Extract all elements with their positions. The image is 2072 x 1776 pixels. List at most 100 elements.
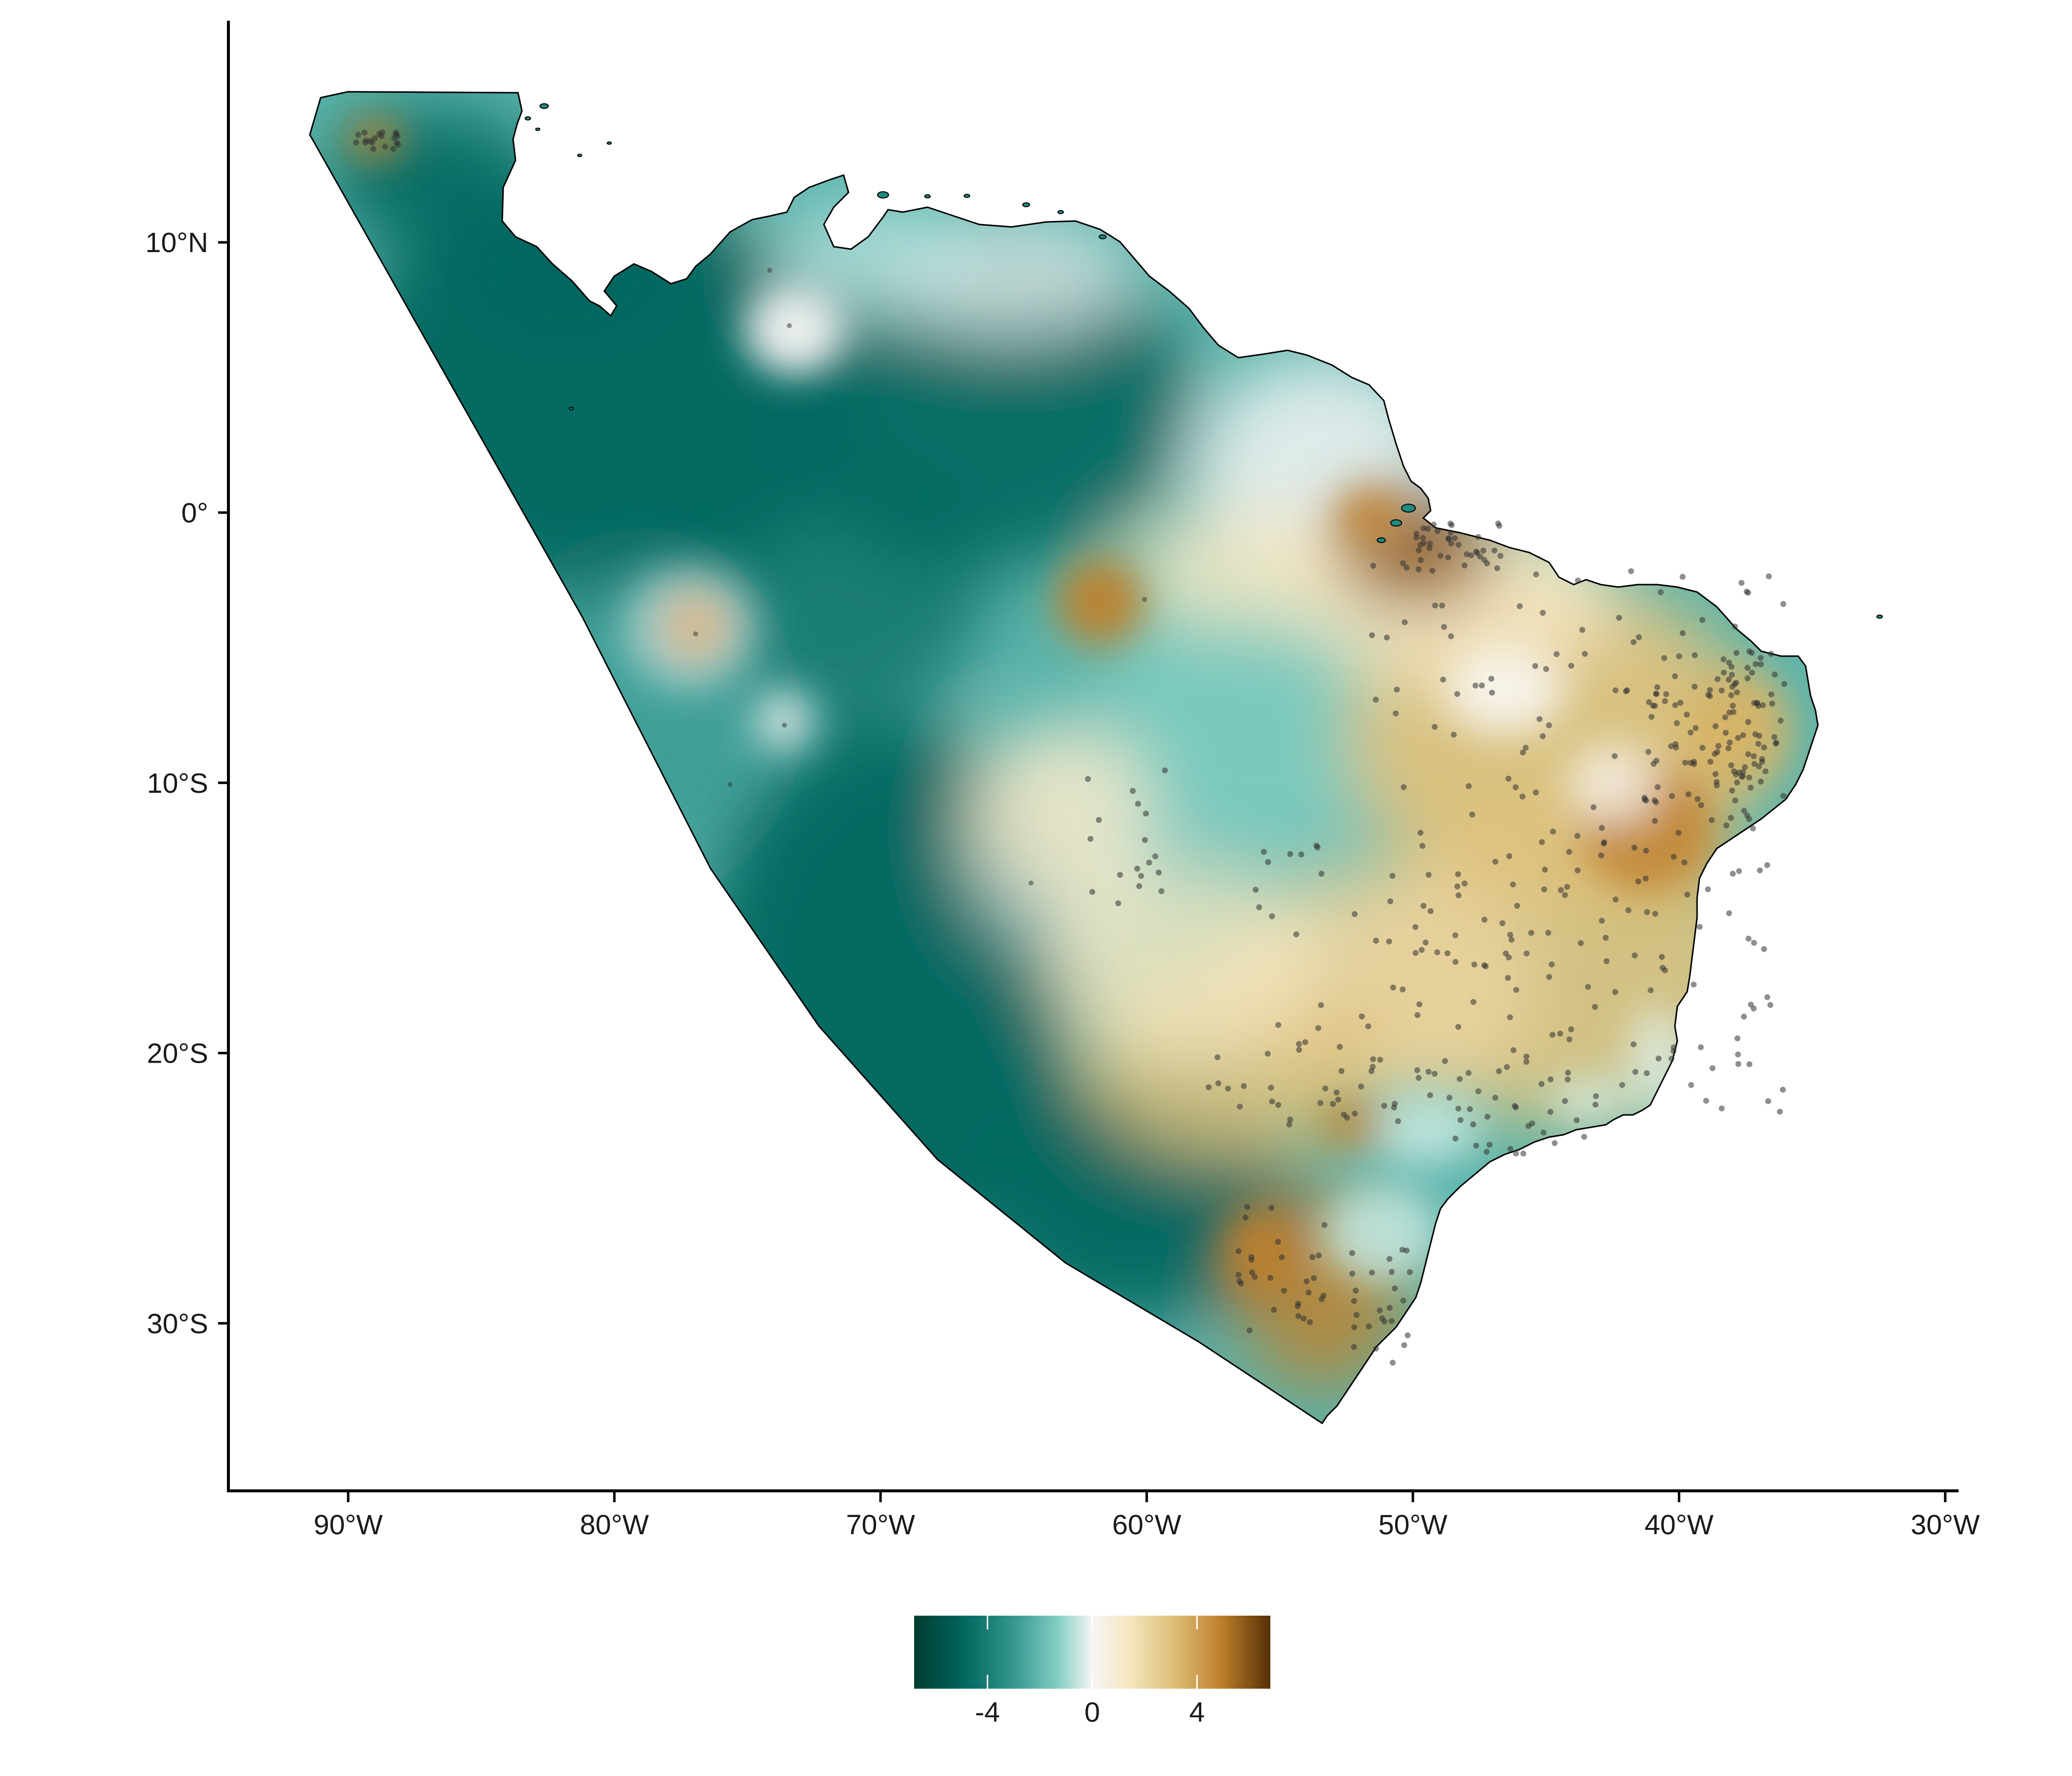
x-tick-label: 40°W [1644, 1509, 1713, 1541]
station-point [1491, 547, 1498, 554]
station-point [1448, 540, 1454, 547]
colorbar-ticks: -4 0 4 [975, 1616, 1205, 1728]
station-point [1400, 560, 1406, 566]
field-blob [1445, 646, 1564, 735]
station-point [1143, 811, 1149, 817]
station-point [1085, 776, 1091, 782]
field-blob [1549, 1075, 1628, 1125]
station-point [1751, 761, 1758, 767]
station-point [393, 131, 399, 137]
field-blob [1223, 1209, 1302, 1297]
station-point [1612, 753, 1618, 759]
station-point [1404, 564, 1410, 571]
x-tick-label: 90°W [314, 1509, 383, 1541]
station-point [1740, 769, 1746, 775]
station-point [1659, 954, 1665, 960]
station-point [1557, 1031, 1563, 1037]
station-point [1635, 878, 1641, 885]
station-point [1599, 918, 1605, 924]
station-point [1645, 749, 1652, 755]
station-point [1369, 1064, 1376, 1070]
station-point [1504, 1064, 1510, 1070]
y-axis-ticks: 10°N 0° 10°S 20°S 30°S [146, 227, 228, 1339]
station-point [787, 323, 792, 328]
station-point [1260, 849, 1267, 855]
station-point [1376, 1307, 1383, 1314]
station-point [1298, 851, 1304, 857]
station-point [1734, 689, 1740, 696]
station-point [1333, 1089, 1340, 1096]
station-point [1269, 1098, 1275, 1105]
station-point [1381, 1103, 1387, 1109]
station-point [1751, 753, 1757, 759]
station-point [1214, 1054, 1221, 1061]
station-point [1644, 909, 1650, 915]
station-point [1684, 891, 1691, 898]
station-point [1741, 1013, 1747, 1020]
station-point [1286, 1121, 1293, 1128]
station-point [1206, 1084, 1212, 1090]
station-point [1497, 553, 1504, 559]
station-point [1540, 1129, 1547, 1136]
station-point [1602, 934, 1609, 941]
station-point [1401, 784, 1407, 790]
station-point [1429, 567, 1436, 574]
station-point [1672, 673, 1678, 679]
station-point [1513, 1150, 1519, 1157]
station-point [1630, 639, 1637, 645]
station-point [1473, 1143, 1480, 1149]
station-point [1769, 701, 1776, 707]
station-point [1267, 1275, 1273, 1281]
station-point [1029, 881, 1034, 886]
station-point [1349, 1270, 1356, 1277]
station-point [1432, 602, 1438, 609]
station-point [1405, 1332, 1411, 1338]
station-point [1648, 987, 1654, 994]
station-point [1510, 1047, 1517, 1053]
y-tick-label: 10°N [146, 227, 208, 259]
station-point [1780, 793, 1786, 799]
station-point [1700, 744, 1705, 751]
y-tick-label: 20°S [147, 1038, 208, 1070]
station-point [1754, 700, 1760, 706]
station-point [1540, 733, 1546, 740]
station-point [1541, 886, 1548, 892]
station-point [1416, 1001, 1423, 1007]
station-point [1451, 535, 1458, 541]
station-point [1726, 709, 1733, 716]
station-point [1593, 1093, 1599, 1099]
station-point [1469, 812, 1476, 818]
station-point [1358, 1083, 1364, 1090]
station-point [1496, 1068, 1502, 1074]
station-point [1352, 911, 1358, 917]
station-point [1730, 871, 1736, 877]
station-point [1281, 1288, 1287, 1294]
station-point [1470, 999, 1477, 1005]
station-point [1336, 1044, 1343, 1050]
station-point [1768, 691, 1775, 698]
station-point [1517, 603, 1523, 609]
station-point [1636, 634, 1642, 640]
station-point [1764, 994, 1771, 1000]
station-point [1454, 691, 1460, 697]
station-point [1392, 1285, 1398, 1292]
station-point [1692, 652, 1698, 659]
station-point [382, 144, 388, 149]
station-point [1313, 843, 1320, 849]
station-point [1155, 869, 1162, 876]
station-point [1734, 779, 1740, 786]
axes: 10°N 0° 10°S 20°S 30°S 90°W 80°W 70°W 60°W 50°W 4… [146, 21, 1980, 1541]
station-point [1688, 760, 1694, 766]
station-point [1749, 669, 1755, 676]
station-point [1427, 1092, 1433, 1098]
station-point [1632, 1069, 1638, 1075]
station-point [1492, 1095, 1498, 1101]
station-point [1445, 554, 1451, 560]
x-tick-label: 30°W [1911, 1509, 1980, 1541]
station-point [1574, 1117, 1580, 1123]
station-point [1265, 859, 1271, 865]
station-point [1513, 987, 1519, 993]
station-point [1321, 1222, 1328, 1228]
station-point [1512, 1103, 1518, 1109]
station-point [1235, 1248, 1242, 1255]
